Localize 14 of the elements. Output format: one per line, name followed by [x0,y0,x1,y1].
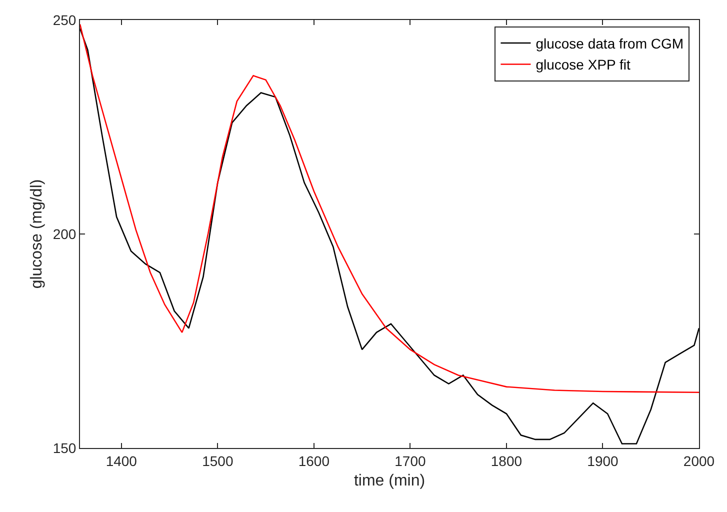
x-tick-label: 1400 [106,452,138,469]
y-axis-title: glucose (mg/dl) [28,179,46,289]
x-axis-title: time (min) [354,472,426,490]
x-tick-label: 1800 [490,452,522,469]
y-tick-label: 250 [52,12,76,28]
x-tick-label: 2000 [683,452,715,469]
legend-label: glucose data from CGM [536,35,684,52]
y-tick-label: 200 [52,226,76,242]
x-tick-label: 1900 [587,452,619,469]
x-tick-label: 1500 [202,452,234,469]
legend-label: glucose XPP fit [536,56,631,73]
x-tick-label: 1600 [298,452,330,469]
x-tick-label: 1700 [394,452,426,469]
y-tick-label: 150 [52,440,76,456]
